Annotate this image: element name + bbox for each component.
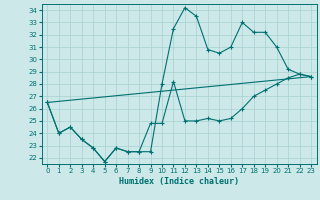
- X-axis label: Humidex (Indice chaleur): Humidex (Indice chaleur): [119, 177, 239, 186]
